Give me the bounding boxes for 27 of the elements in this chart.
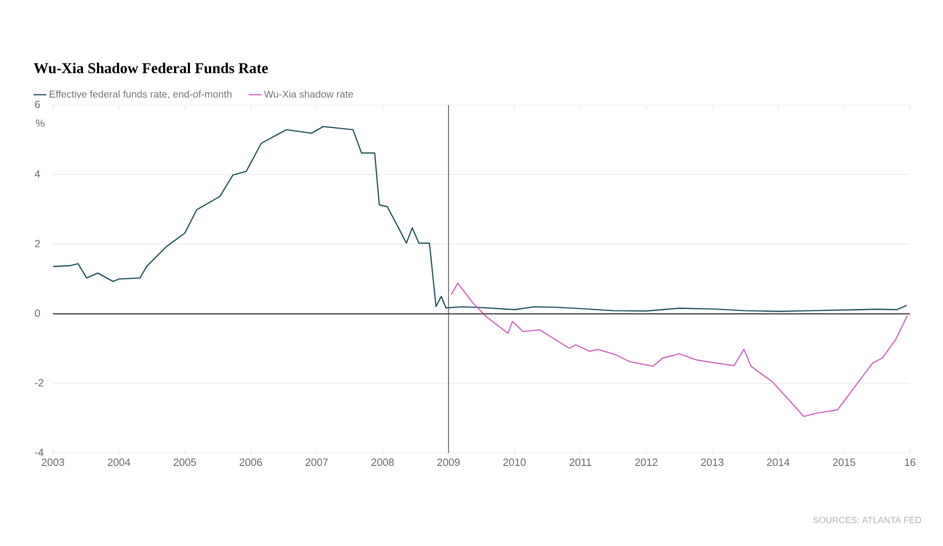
chart-title: Wu-Xia Shadow Federal Funds Rate — [34, 62, 268, 74]
y-tick-label: -2 — [34, 379, 44, 386]
y-tick-label: -4 — [34, 448, 44, 456]
legend-label: Effective federal funds rate, end-of-month — [50, 90, 232, 99]
x-tick-label: 2013 — [701, 458, 724, 466]
x-tick-label: 2006 — [240, 458, 262, 466]
x-tick-label: 2009 — [437, 458, 460, 466]
y-tick-label: 6 — [35, 100, 40, 108]
y-axis-title: % — [36, 120, 44, 127]
source-note: SOURCES: ATLANTA FED — [813, 516, 922, 524]
legend-label: Wu-Xia shadow rate — [264, 90, 354, 98]
x-tick-label: 2014 — [767, 458, 790, 466]
x-tick-label: 2010 — [503, 458, 526, 466]
y-tick-label: 2 — [35, 240, 40, 248]
x-tick-label: 2008 — [372, 458, 394, 466]
y-tick-label: 0 — [34, 309, 40, 317]
x-tick-label: 16 — [904, 458, 916, 466]
line-series — [52, 126, 908, 312]
x-tick-label: 2011 — [570, 458, 592, 466]
x-tick-label: 2005 — [174, 458, 196, 466]
x-tick-label: 2004 — [108, 458, 130, 466]
line-series — [450, 282, 908, 418]
y-tick-label: 4 — [34, 170, 40, 178]
x-tick-label: 2007 — [306, 458, 328, 466]
x-tick-label: 2015 — [832, 458, 856, 466]
x-tick-label: 2003 — [42, 458, 64, 466]
x-tick-label: 2012 — [635, 458, 658, 466]
